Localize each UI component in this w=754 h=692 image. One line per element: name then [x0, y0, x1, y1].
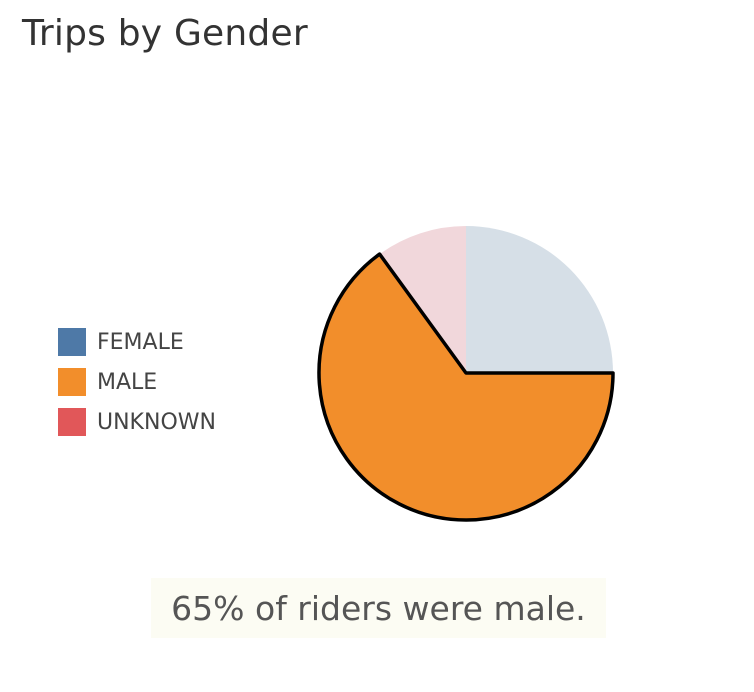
legend-swatch-male	[58, 368, 86, 396]
legend-swatch-female	[58, 328, 86, 356]
pie-slices	[317, 226, 615, 522]
pie-slice-unknown[interactable]	[379, 226, 466, 373]
pie-slice-female[interactable]	[466, 226, 613, 373]
legend-label-unknown: UNKNOWN	[97, 409, 216, 435]
legend-item-unknown[interactable]: UNKNOWN	[58, 402, 258, 442]
legend: FEMALE MALE UNKNOWN	[58, 322, 258, 442]
legend-item-male[interactable]: MALE	[58, 362, 258, 402]
chart-title: Trips by Gender	[22, 13, 308, 54]
legend-label-male: MALE	[97, 369, 158, 395]
legend-swatch-unknown	[58, 408, 86, 436]
caption-annotation: 65% of riders were male.	[151, 578, 606, 638]
legend-item-female[interactable]: FEMALE	[58, 322, 258, 362]
legend-label-female: FEMALE	[97, 329, 184, 355]
pie-slice-male[interactable]	[317, 252, 615, 522]
